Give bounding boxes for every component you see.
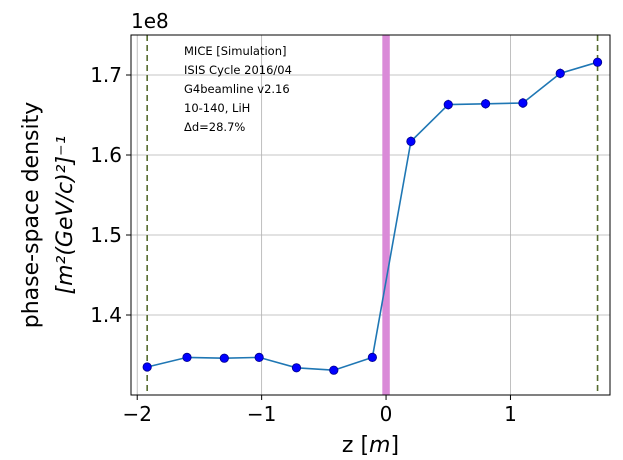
data-point [291, 363, 302, 373]
data-point [219, 353, 229, 363]
annotation-line: ISIS Cycle 2016/04 [184, 63, 292, 77]
annotation-line: 10-140, LiH [184, 101, 250, 115]
data-point [367, 352, 377, 362]
x-tick-label: 0 [380, 402, 393, 426]
absorber-band [382, 35, 390, 395]
y-tick-label: 1.5 [90, 223, 122, 247]
data-point [480, 99, 491, 109]
y-axis-ticks: 1.4 1.5 1.6 1.7 [90, 63, 131, 327]
data-point [518, 98, 528, 108]
data-point [592, 57, 603, 67]
data-point [329, 365, 339, 375]
x-tick-label: −2 [122, 402, 151, 426]
y-axis-label-line2: [m²(GeV/c)²]⁻¹ [53, 136, 78, 295]
plot-frame [130, 34, 611, 396]
data-point [142, 362, 152, 372]
annotation-line: Δd=28.7% [184, 120, 245, 134]
data-point [443, 100, 453, 110]
annotation-box: MICE [Simulation] ISIS Cycle 2016/04 G4bea… [184, 44, 292, 134]
data-point [254, 352, 264, 362]
reference-lines [146, 35, 599, 395]
y-offset-label: 1e8 [131, 9, 169, 33]
data-point [555, 68, 565, 79]
x-tick-label: 1 [504, 402, 517, 426]
data-points [142, 57, 603, 375]
y-axis-label: phase-space density [m²(GeV/c)²]⁻¹ [19, 102, 78, 329]
y-tick-label: 1.7 [90, 63, 122, 87]
data-point [406, 136, 416, 146]
annotation-line: G4beamline v2.16 [184, 82, 290, 96]
data-point [182, 352, 192, 362]
y-axis-label-line1: phase-space density [19, 102, 44, 329]
annotation-line: MICE [Simulation] [184, 44, 287, 58]
x-axis-ticks: −2 −1 0 1 [122, 395, 517, 426]
y-tick-label: 1.4 [90, 303, 122, 327]
x-tick-label: −1 [247, 402, 276, 426]
x-axis-label: z [m] [342, 433, 399, 458]
y-tick-label: 1.6 [90, 143, 122, 167]
